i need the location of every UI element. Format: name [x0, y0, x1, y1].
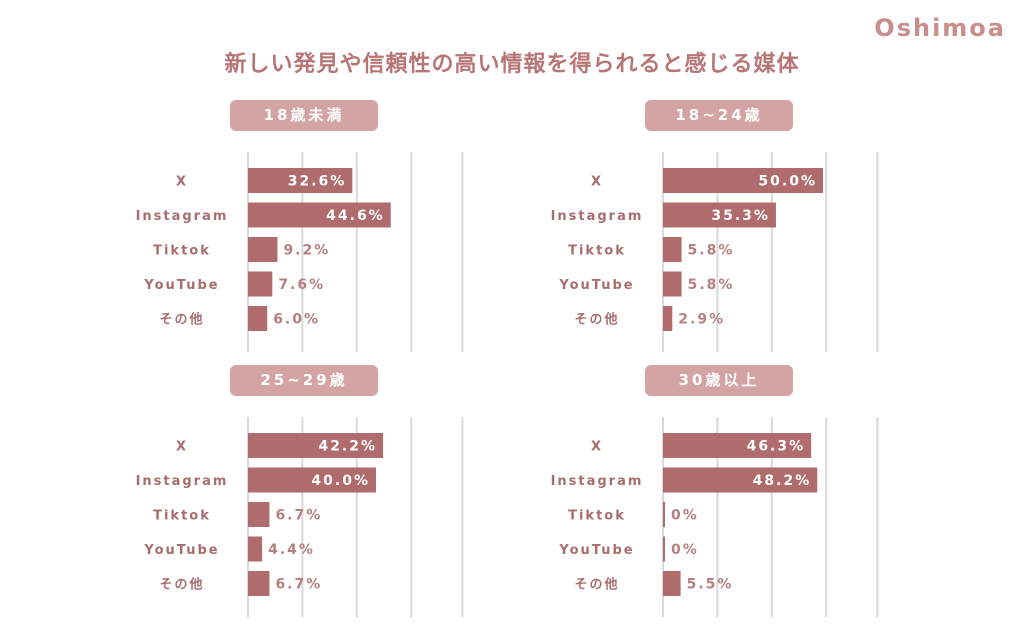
bar-chart-svg: X 32.6% Instagram 44.6% Tiktok 9.2% YouTube 7.6…: [136, 152, 464, 352]
category-label: その他: [159, 312, 204, 328]
bar: [663, 433, 812, 458]
bar: [248, 271, 273, 297]
bar-chart-svg: X 46.3% Instagram 48.2% Tiktok 0% YouTube 0% その他…: [551, 417, 879, 617]
value-label: 48.2%: [753, 473, 812, 489]
category-label: YouTube: [558, 278, 634, 293]
chart-title: 新しい発見や信頼性の高い情報を得られると感じる媒体: [224, 52, 800, 77]
value-label: 5.8%: [688, 243, 735, 259]
value-label: 42.2%: [318, 439, 377, 455]
panel-title-pill: 18~24歳: [645, 100, 793, 131]
bar: [248, 502, 270, 527]
chart-panel-under-18: 18歳未満 X 32.6% Instagram 44.6% Tiktok 9.2% YouT…: [50, 100, 530, 360]
category-label: Tiktok: [153, 244, 211, 259]
value-label: 0%: [671, 508, 699, 524]
value-label: 6.0%: [273, 312, 320, 328]
category-label: Instagram: [551, 209, 644, 224]
bar: [663, 202, 776, 228]
value-label: 44.6%: [326, 208, 385, 224]
category-label: X: [176, 440, 188, 455]
value-label: 2.9%: [678, 312, 725, 328]
category-label: Tiktok: [153, 509, 211, 524]
bar: [663, 168, 823, 193]
bar-chart-svg: X 50.0% Instagram 35.3% Tiktok 5.8% YouTube 5.8…: [551, 152, 879, 352]
bar-chart-svg: X 42.2% Instagram 40.0% Tiktok 6.7% YouTube 4.4…: [136, 417, 464, 617]
bar: [663, 271, 682, 297]
value-label: 6.7%: [275, 508, 322, 524]
bar: [248, 168, 353, 193]
chart-panel-25-29: 25~29歳 X 42.2% Instagram 40.0% Tiktok 6.7% You…: [50, 365, 530, 625]
value-label: 40.0%: [311, 473, 370, 489]
value-label: 50.0%: [758, 174, 817, 190]
value-label: 32.6%: [288, 174, 347, 190]
bar: [663, 536, 665, 562]
chart-panel-18-24: 18~24歳 X 50.0% Instagram 35.3% Tiktok 5.8% You…: [465, 100, 945, 360]
panel-title-pill: 18歳未満: [230, 100, 378, 131]
category-label: Tiktok: [568, 244, 626, 259]
category-label: Tiktok: [568, 509, 626, 524]
value-label: 5.5%: [687, 577, 734, 593]
brand-logo: Oshimoa: [874, 14, 1006, 42]
bar: [248, 467, 376, 493]
category-label: YouTube: [558, 543, 634, 558]
category-label: Instagram: [551, 474, 644, 489]
bar: [248, 571, 270, 596]
category-label: YouTube: [143, 278, 219, 293]
bar: [248, 202, 391, 228]
bar: [663, 306, 673, 331]
bar: [248, 536, 263, 562]
bar: [248, 433, 384, 458]
value-label: 5.8%: [688, 277, 735, 293]
bar: [663, 502, 665, 527]
chart-panel-30-plus: 30歳以上 X 46.3% Instagram 48.2% Tiktok 0% YouTub…: [465, 365, 945, 625]
bar: [663, 237, 682, 262]
panel-title-pill: 30歳以上: [645, 365, 793, 396]
category-label: その他: [574, 577, 619, 593]
value-label: 35.3%: [711, 208, 770, 224]
category-label: その他: [159, 577, 204, 593]
category-label: Instagram: [136, 474, 229, 489]
category-label: X: [591, 175, 603, 190]
value-label: 9.2%: [283, 243, 330, 259]
category-label: YouTube: [143, 543, 219, 558]
value-label: 0%: [671, 542, 699, 558]
bar: [248, 306, 268, 331]
value-label: 7.6%: [278, 277, 325, 293]
category-label: X: [176, 175, 188, 190]
bar: [663, 571, 681, 596]
value-label: 46.3%: [747, 439, 806, 455]
category-label: Instagram: [136, 209, 229, 224]
value-label: 4.4%: [268, 542, 315, 558]
panel-title-pill: 25~29歳: [230, 365, 378, 396]
bar: [248, 237, 278, 262]
category-label: その他: [574, 312, 619, 328]
bar: [663, 467, 818, 493]
category-label: X: [591, 440, 603, 455]
value-label: 6.7%: [275, 577, 322, 593]
